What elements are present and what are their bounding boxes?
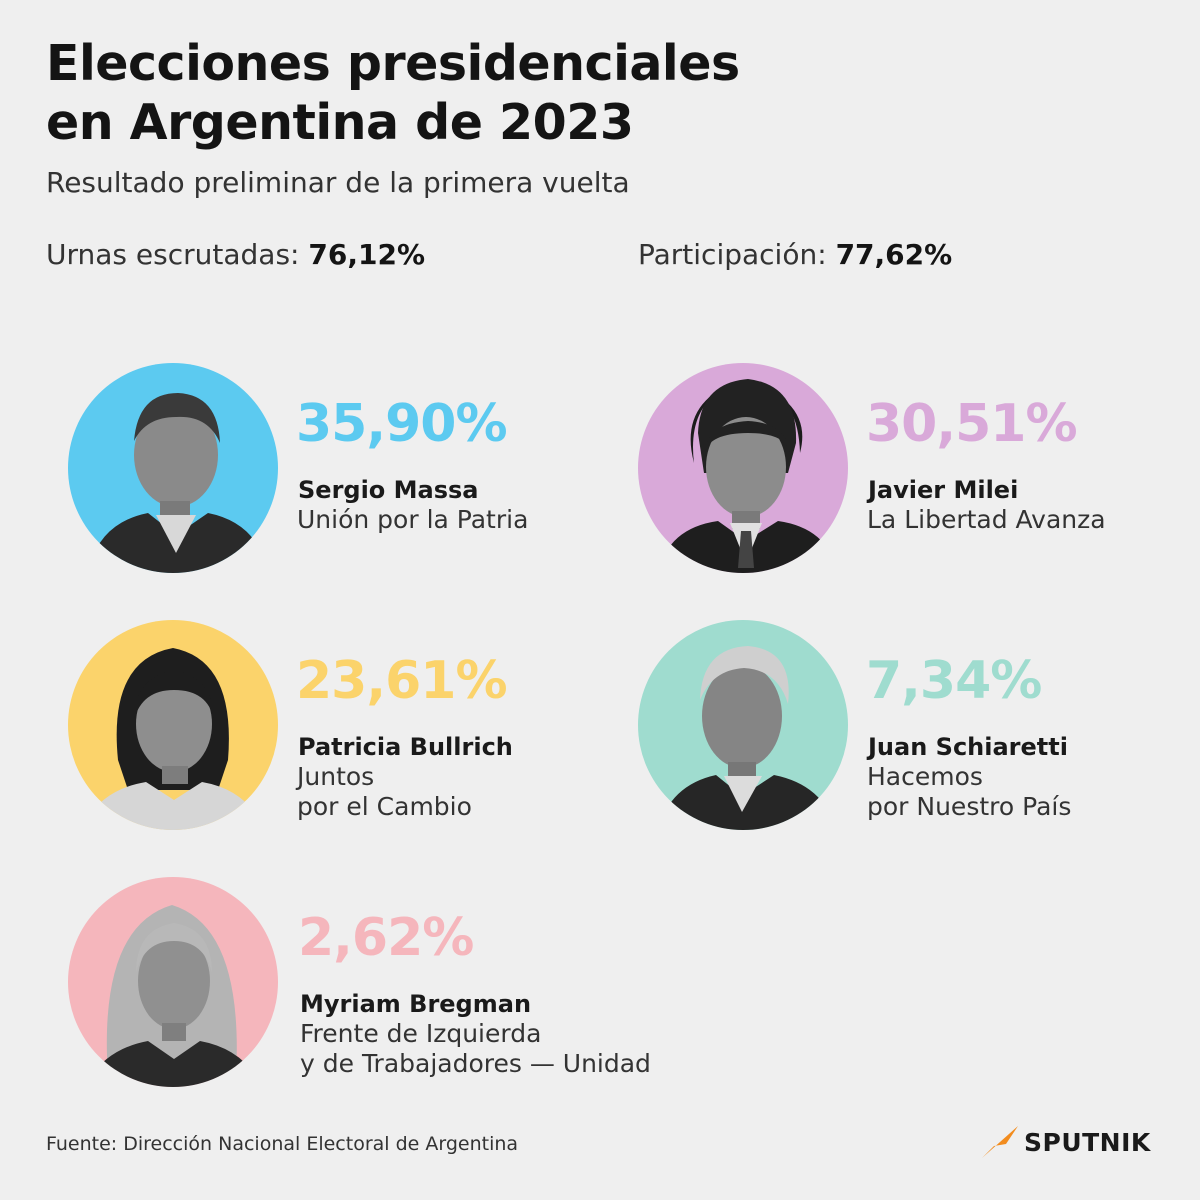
candidate-percent: 23,61% (296, 651, 508, 711)
logo-text: SPUTNIK (1024, 1127, 1151, 1157)
candidate-party-line-1: Juntos (297, 762, 375, 791)
candidate-party-line-2: y de Trabajadores — Unidad (300, 1049, 651, 1078)
candidate-party: Unión por la Patria (297, 505, 528, 535)
candidate-photo (638, 363, 848, 573)
candidate-party-line-1: Frente de Izquierda (300, 1019, 542, 1048)
candidate-photo (68, 363, 278, 573)
candidate-party-line-2: por Nuestro País (867, 792, 1072, 821)
candidate-party: Frente de Izquierda y de Trabajadores — … (300, 1019, 651, 1079)
candidate-percent: 2,62% (298, 908, 474, 968)
stat-urnas: Urnas escrutadas: 76,12% (46, 238, 425, 271)
candidate-party: Juntos por el Cambio (297, 762, 472, 822)
portrait-woman-icon (84, 905, 262, 1087)
stat-urnas-label: Urnas escrutadas: (46, 238, 300, 271)
portrait-man-icon (658, 646, 836, 830)
stat-participacion-value: 77,62% (835, 238, 953, 271)
stat-participacion-label: Participación: (638, 238, 827, 271)
sputnik-arrow-icon (982, 1126, 1018, 1158)
candidate-party-line-1: La Libertad Avanza (867, 505, 1106, 534)
portrait-man-icon (88, 393, 268, 573)
candidate-party: La Libertad Avanza (867, 505, 1106, 535)
candidate-name: Juan Schiaretti (868, 733, 1068, 761)
candidate-party-line-1: Hacemos (867, 762, 983, 791)
candidate-name: Javier Milei (868, 476, 1019, 504)
candidate-name: Myriam Bregman (300, 990, 532, 1018)
page-title: Elecciones presidenciales en Argentina d… (46, 34, 946, 152)
source-note: Fuente: Dirección Nacional Electoral de … (46, 1133, 519, 1155)
title-line-2: en Argentina de 2023 (46, 94, 634, 151)
title-line-1: Elecciones presidenciales (46, 35, 740, 92)
candidate-photo (638, 620, 848, 830)
candidate-party-line-1: Unión por la Patria (297, 505, 529, 534)
stat-urnas-value: 76,12% (308, 238, 425, 271)
portrait-man-icon (658, 379, 838, 573)
candidate-percent: 30,51% (866, 394, 1078, 454)
sputnik-logo: SPUTNIK (980, 1120, 1151, 1164)
candidate-party: Hacemos por Nuestro País (867, 762, 1071, 822)
candidate-percent: 35,90% (296, 394, 508, 454)
portrait-woman-icon (82, 648, 264, 830)
subtitle: Resultado preliminar de la primera vuelt… (46, 166, 630, 199)
candidate-party-line-2: por el Cambio (297, 792, 472, 821)
candidate-name: Sergio Massa (298, 476, 479, 504)
candidate-percent: 7,34% (866, 651, 1042, 711)
candidate-photo (68, 877, 278, 1087)
candidate-photo (68, 620, 278, 830)
candidate-name: Patricia Bullrich (298, 733, 513, 761)
stat-participacion: Participación: 77,62% (638, 238, 952, 271)
